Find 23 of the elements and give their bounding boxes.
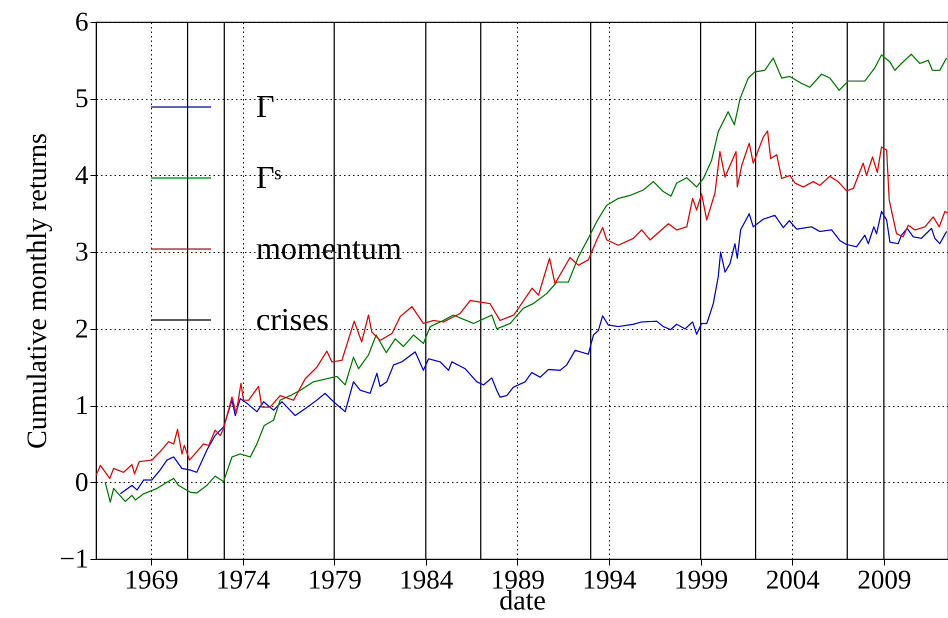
y-tick-label: 4 [75,160,89,190]
y-tick-label: 0 [75,466,88,497]
y-axis-title: Cumulative monthly returns [22,133,53,449]
line-series [120,210,948,494]
ref-line-label: crises [256,301,329,337]
y-tick-label: 3 [75,236,88,267]
x-tick-label: 1994 [582,564,638,594]
line-series [96,130,948,480]
y-tick-label: 6 [75,6,88,36]
x-tick-label: 1984 [399,564,454,594]
y-tick-label: −1 [60,544,88,574]
legend-label: Γ [256,88,274,124]
x-tick-label: 2004 [766,564,820,594]
x-tick-label: 1979 [308,564,362,594]
x-tick-label: 2009 [857,564,912,594]
legend-label: Γˢ [256,159,282,195]
y-tick-label: 2 [75,313,88,344]
x-tick-label: 1999 [674,564,728,594]
x-tick-label: 1969 [124,564,178,594]
y-tick-label: 1 [75,390,88,420]
line-series [104,54,948,503]
x-tick-label: 1974 [216,564,271,594]
y-tick-label: 5 [75,83,88,114]
